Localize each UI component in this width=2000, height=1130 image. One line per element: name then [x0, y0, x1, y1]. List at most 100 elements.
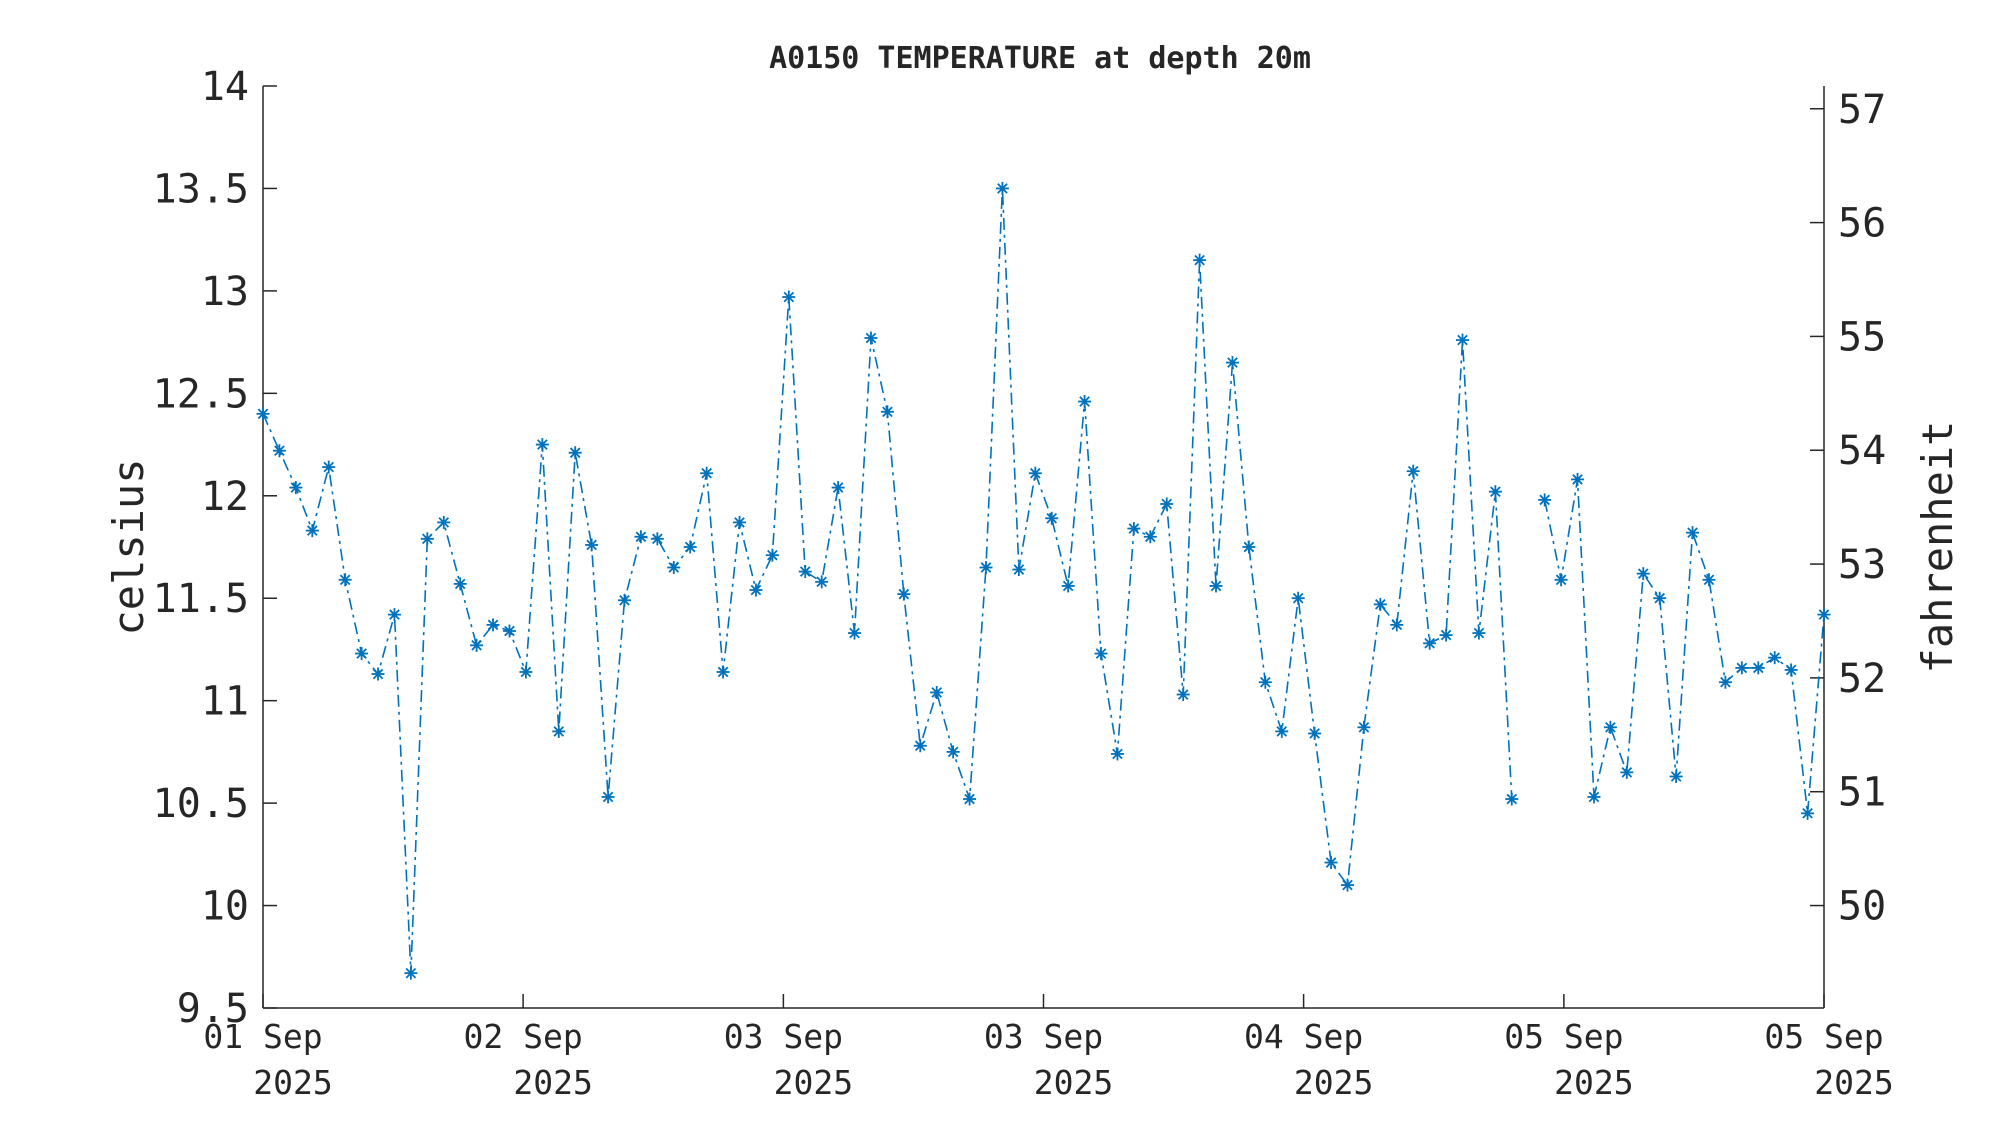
- chart-title: A0150 TEMPERATURE at depth 20m: [769, 41, 1311, 76]
- data-point-marker: [420, 532, 434, 546]
- data-point-marker: [1538, 493, 1552, 507]
- data-point-marker: [1275, 724, 1289, 738]
- data-point-marker: [1078, 395, 1092, 409]
- data-point-marker: [930, 685, 944, 699]
- data-point-marker: [1636, 567, 1650, 581]
- x-tick-label-date: 04 Sep: [1244, 1017, 1363, 1056]
- data-point-marker: [387, 608, 401, 622]
- x-tick-label-date: 05 Sep: [1504, 1017, 1623, 1056]
- x-tick-label-year: 2025: [774, 1063, 853, 1102]
- data-point-marker: [322, 460, 336, 474]
- data-point-marker: [700, 466, 714, 480]
- data-point-marker: [453, 577, 467, 591]
- data-point-marker: [338, 573, 352, 587]
- data-point-marker: [305, 524, 319, 538]
- data-point-marker: [1324, 856, 1338, 870]
- data-point-marker: [502, 624, 516, 638]
- data-point-marker: [634, 530, 648, 544]
- y-axis-label-left: celsius: [104, 458, 153, 635]
- data-point-marker: [1505, 792, 1519, 806]
- data-point-marker: [470, 638, 484, 652]
- data-point-marker: [683, 540, 697, 554]
- y-tick-label-left: 12: [201, 474, 249, 520]
- data-point-marker: [946, 745, 960, 759]
- data-point-marker: [765, 548, 779, 562]
- data-point-marker: [256, 407, 270, 421]
- y-tick-label-left: 12.5: [153, 371, 249, 417]
- data-point-marker: [535, 438, 549, 452]
- x-tick-label-year: 2025: [1294, 1063, 1373, 1102]
- data-point-marker: [848, 626, 862, 640]
- x-tick-label-date: 05 Sep: [1764, 1017, 1883, 1056]
- data-point-marker: [585, 538, 599, 552]
- data-point-marker: [1110, 747, 1124, 761]
- data-point-marker: [1669, 769, 1683, 783]
- data-point-marker: [1768, 651, 1782, 665]
- y-tick-label-right: 56: [1838, 201, 1886, 247]
- x-tick-label-date: 03 Sep: [724, 1017, 843, 1056]
- data-point-marker: [1045, 511, 1059, 525]
- data-point-marker: [519, 665, 533, 679]
- data-point-marker: [963, 792, 977, 806]
- data-point-marker: [749, 583, 763, 597]
- data-point-marker: [1406, 464, 1420, 478]
- data-point-marker: [1291, 591, 1305, 605]
- x-tick-label-year: 2025: [253, 1063, 332, 1102]
- data-point-marker: [782, 290, 796, 304]
- data-point-marker: [486, 618, 500, 632]
- data-point-marker: [1193, 253, 1207, 267]
- x-tick-label-year: 2025: [1554, 1063, 1633, 1102]
- data-point-marker: [272, 444, 286, 458]
- data-point-marker: [1620, 765, 1634, 779]
- y-axis-label-right: fahrenheit: [1913, 421, 1962, 674]
- data-point-marker: [1094, 647, 1108, 661]
- data-point-marker: [1702, 573, 1716, 587]
- data-point-marker: [1571, 472, 1585, 486]
- data-point-marker: [798, 565, 812, 579]
- data-point-marker: [1817, 608, 1831, 622]
- x-tick-label-date: 01 Sep: [203, 1017, 322, 1056]
- data-point-marker: [1357, 720, 1371, 734]
- data-point-marker: [1012, 563, 1026, 577]
- data-point-marker: [1373, 597, 1387, 611]
- data-point-marker: [1308, 726, 1322, 740]
- x-tick-label-year: 2025: [1814, 1063, 1893, 1102]
- tick-marks: 9.5 10 10.5 11 11.5 12 12.5 13 13.5 14 50 51 52 53 54 5…: [153, 64, 1894, 1102]
- data-point-marker: [1718, 675, 1732, 689]
- data-point-marker: [880, 405, 894, 419]
- data-point-marker: [1176, 688, 1190, 702]
- data-point-marker: [552, 724, 566, 738]
- data-point-marker: [1472, 626, 1486, 640]
- series-line: [1543, 479, 1825, 814]
- data-point-marker: [1209, 579, 1223, 593]
- data-series: [256, 181, 1831, 980]
- data-point-marker: [617, 593, 631, 607]
- data-point-marker: [1784, 663, 1798, 677]
- x-tick-label-date: 02 Sep: [464, 1017, 583, 1056]
- x-tick-label-date: 03 Sep: [984, 1017, 1103, 1056]
- data-point-marker: [1603, 720, 1617, 734]
- data-point-marker: [404, 966, 418, 980]
- data-point-marker: [1439, 628, 1453, 642]
- data-point-marker: [1587, 790, 1601, 804]
- y-tick-label-right: 52: [1838, 656, 1886, 702]
- data-point-marker: [815, 575, 829, 589]
- data-point-marker: [831, 481, 845, 495]
- data-point-marker: [979, 560, 993, 574]
- axes: [262, 86, 1825, 1009]
- y-tick-label-right: 53: [1838, 542, 1886, 588]
- data-point-marker: [650, 532, 664, 546]
- data-point-marker: [1143, 530, 1157, 544]
- data-point-marker: [1258, 675, 1272, 689]
- data-point-marker: [1028, 466, 1042, 480]
- data-point-marker: [1340, 878, 1354, 892]
- data-point-marker: [1653, 591, 1667, 605]
- y-tick-label-right: 57: [1838, 87, 1886, 133]
- data-point-marker: [1160, 497, 1174, 511]
- data-point-marker: [371, 667, 385, 681]
- data-point-marker: [1751, 661, 1765, 675]
- data-point-marker: [1801, 806, 1815, 820]
- data-point-marker: [355, 647, 369, 661]
